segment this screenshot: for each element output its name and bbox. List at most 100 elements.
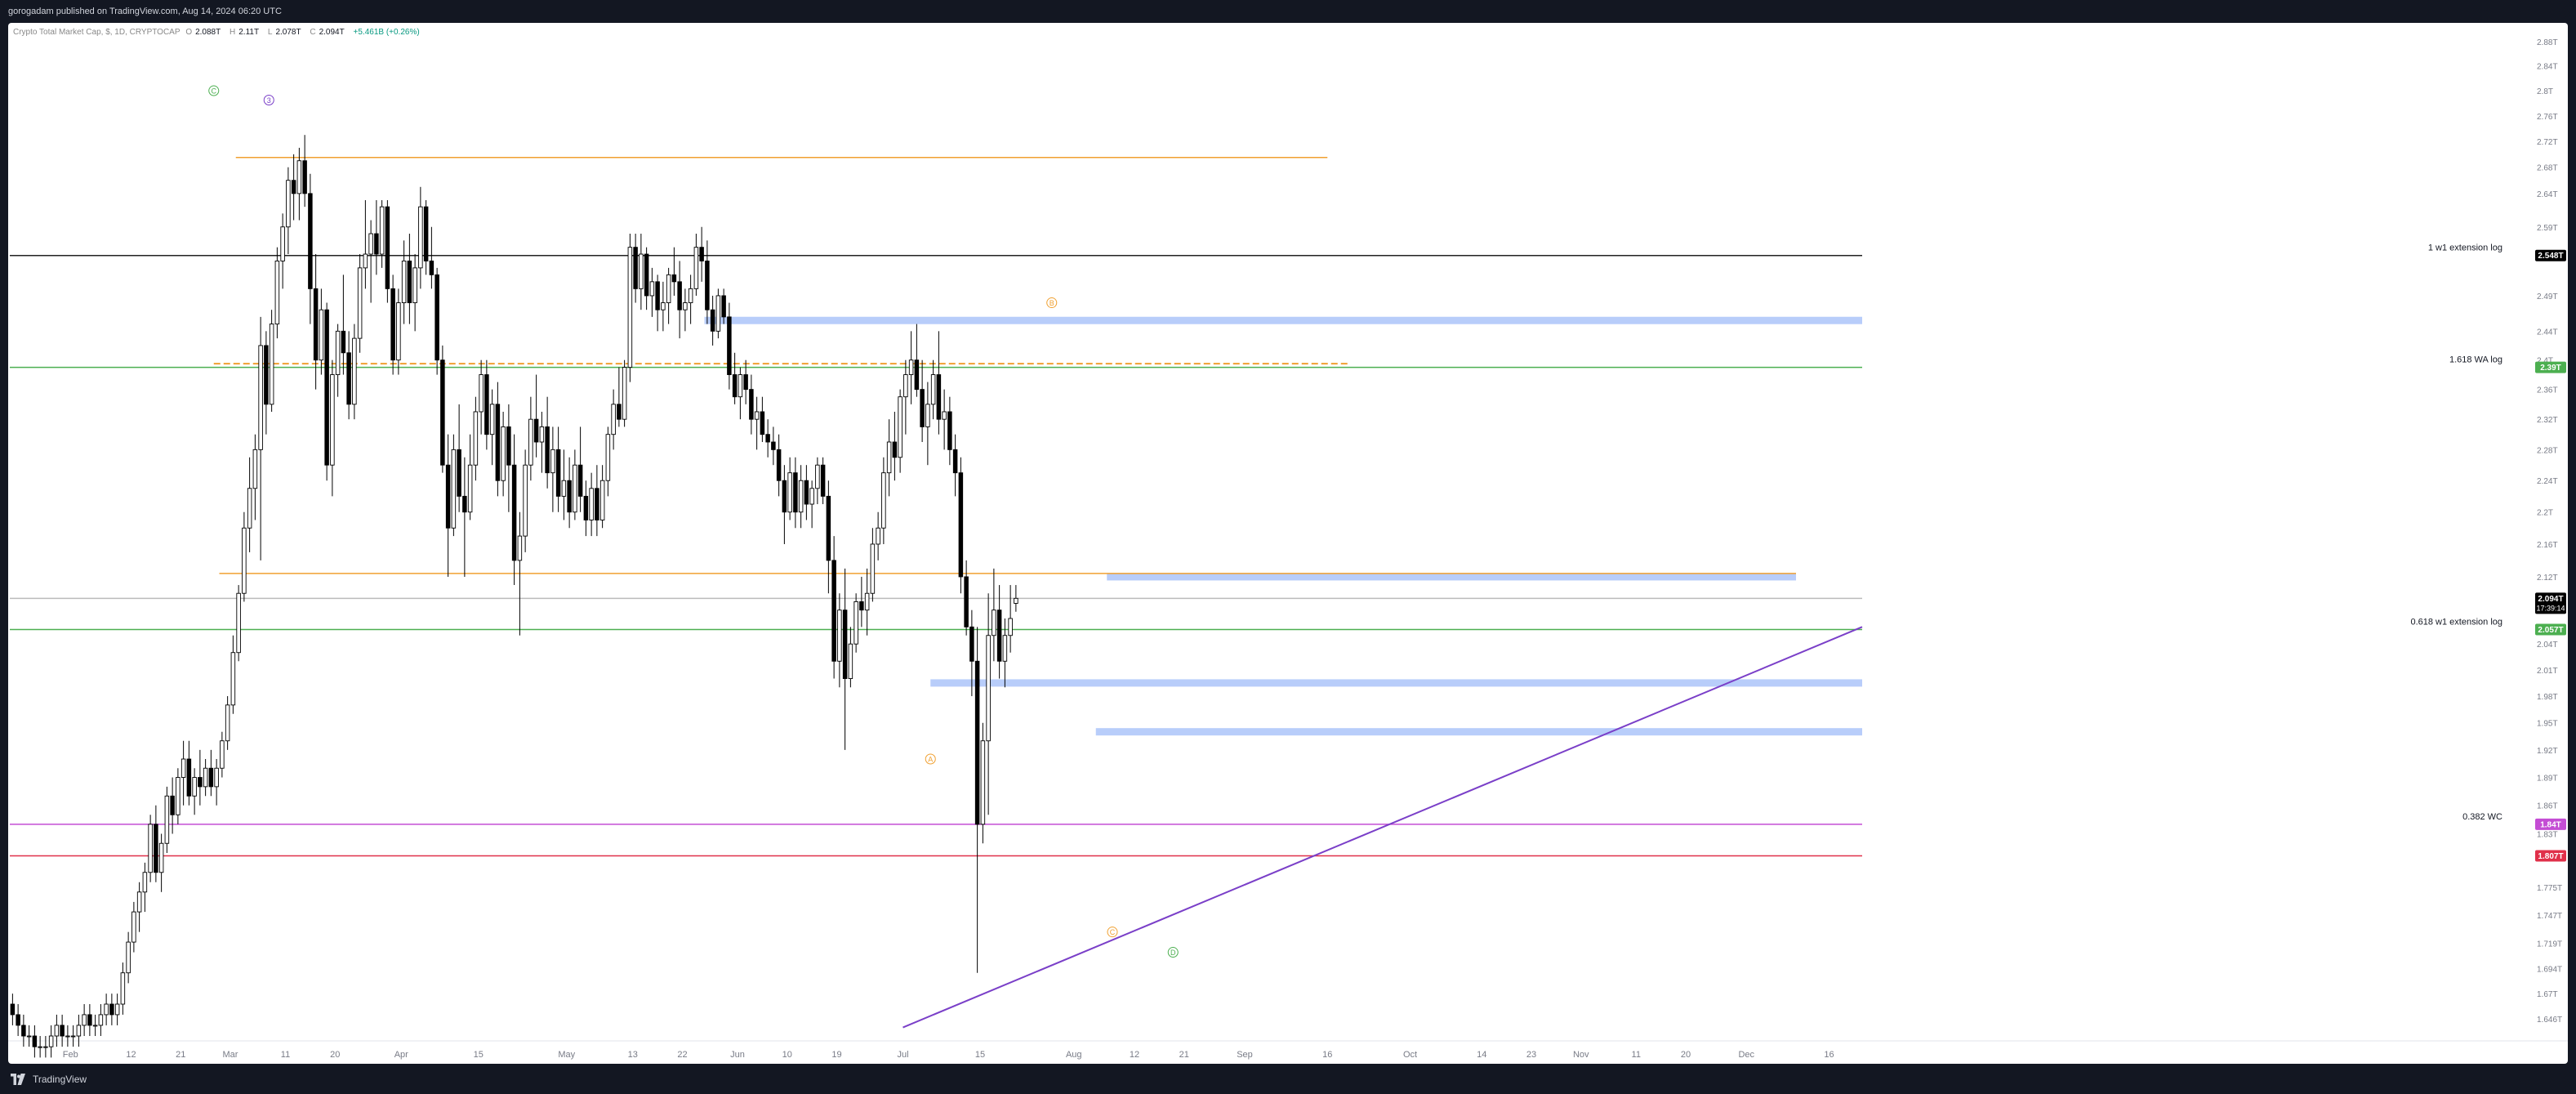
candle-body <box>627 247 633 368</box>
y-tick-label: 2.12T <box>2537 574 2558 583</box>
candle-body <box>242 527 247 594</box>
candle-body <box>186 758 192 797</box>
candle-body <box>864 592 870 611</box>
candle-body <box>760 411 765 435</box>
candle-body <box>782 480 787 513</box>
candle-body <box>688 288 693 304</box>
candle-body <box>506 426 511 466</box>
x-tick-label: Jul <box>897 1050 908 1060</box>
x-tick-label: 11 <box>1632 1050 1641 1060</box>
candle-body <box>699 247 704 261</box>
candle-body <box>996 610 1002 662</box>
candle-body <box>831 560 836 662</box>
candle-body <box>545 426 550 474</box>
candle-body <box>754 411 760 420</box>
candle-body <box>396 302 401 361</box>
footer-brand: TradingView <box>33 1073 87 1085</box>
candle-body <box>886 441 892 474</box>
zone-layer <box>704 316 1862 736</box>
candle-body <box>732 374 738 398</box>
candle-body <box>412 267 417 304</box>
legend-high: H 2.11T <box>230 28 260 37</box>
candle-body <box>462 495 467 513</box>
candle-body <box>346 352 351 405</box>
x-tick-label: 21 <box>176 1050 185 1060</box>
candle-body <box>809 488 814 505</box>
candle-body <box>644 253 649 297</box>
candle-body <box>986 635 991 742</box>
y-tick-label: 1.775T <box>2537 884 2562 893</box>
candle-body <box>617 404 622 420</box>
y-tick-label: 1.95T <box>2537 720 2558 729</box>
candle-body <box>296 160 302 194</box>
candle-body <box>87 1014 92 1026</box>
price-tag-value: 2.057T <box>2538 626 2563 635</box>
candle-body <box>164 795 170 844</box>
candle-body <box>892 441 898 458</box>
candle-body <box>826 495 831 561</box>
x-tick-label: 15 <box>474 1050 484 1060</box>
candle-body <box>170 795 175 815</box>
y-tick-label: 2.44T <box>2537 328 2558 337</box>
chart-panel[interactable]: Feb 12 21 Mar 11 20 Apr 15 May 13 22 Jun 10 19 Jul 15 Au… <box>8 23 2568 1064</box>
legend-open: O 2.088T <box>185 28 221 37</box>
candle-body <box>876 527 880 545</box>
trend-line <box>902 626 1863 1029</box>
candle-body <box>798 480 804 513</box>
candle-body <box>423 206 429 261</box>
wave-label: D <box>1170 949 1176 957</box>
candle-body <box>898 396 902 458</box>
candle-body <box>286 180 291 228</box>
level-label: 1.618 WA log <box>2449 355 2502 365</box>
price-tag-value: 2.39T <box>2540 364 2561 373</box>
candle-body <box>710 309 715 332</box>
candle-body <box>947 411 952 450</box>
candle-body <box>274 260 280 325</box>
countdown-timer: 17:39:14 <box>2536 604 2565 612</box>
x-tick-label: 19 <box>831 1050 841 1060</box>
candle-body <box>517 535 523 561</box>
candle-body <box>936 374 942 420</box>
wave-label-circle <box>1167 947 1179 958</box>
candle-body <box>550 449 555 474</box>
wave-label-circle <box>1107 927 1118 938</box>
candle-body <box>26 1035 32 1038</box>
legend-close: C 2.094T <box>310 28 345 37</box>
candle-body <box>666 274 671 304</box>
candle-body <box>10 1003 16 1016</box>
candle-body <box>467 464 473 513</box>
x-tick-label: 10 <box>782 1050 792 1060</box>
x-tick-label: Jun <box>730 1050 745 1060</box>
candle-body <box>82 1014 87 1026</box>
candle-body <box>230 652 236 706</box>
y-tick-label: 2.84T <box>2537 63 2558 72</box>
candle-body <box>848 643 853 680</box>
candle-body <box>484 374 489 435</box>
candle-body <box>881 472 886 529</box>
candle-body <box>114 1003 120 1016</box>
x-tick-label: 15 <box>975 1050 985 1060</box>
candle-body <box>903 374 908 398</box>
x-tick-label: Oct <box>1403 1050 1417 1060</box>
candle-body <box>390 288 395 361</box>
candle-body <box>925 404 930 427</box>
price-chart[interactable]: Feb 12 21 Mar 11 20 Apr 15 May 13 22 Jun 10 19 Jul 15 Au… <box>8 23 2568 1064</box>
candle-body <box>214 767 219 788</box>
wave-label: A <box>928 756 933 764</box>
candle-body <box>561 480 567 497</box>
candle-body <box>308 193 313 289</box>
candle-body <box>32 1035 38 1047</box>
wave-label: C <box>1110 928 1116 936</box>
candle-body <box>804 480 809 505</box>
y-tick-label: 2.64T <box>2537 190 2558 199</box>
candle-body <box>148 824 153 873</box>
wave-label: 3 <box>267 96 271 105</box>
candle-body <box>749 389 754 420</box>
candle-body <box>158 842 164 873</box>
candle-body <box>655 281 660 310</box>
candle-body <box>252 449 258 489</box>
y-tick-label: 2.49T <box>2537 292 2558 301</box>
candle-body <box>964 576 969 627</box>
y-tick-label: 1.646T <box>2537 1016 2562 1025</box>
support-zone <box>1107 573 1796 581</box>
